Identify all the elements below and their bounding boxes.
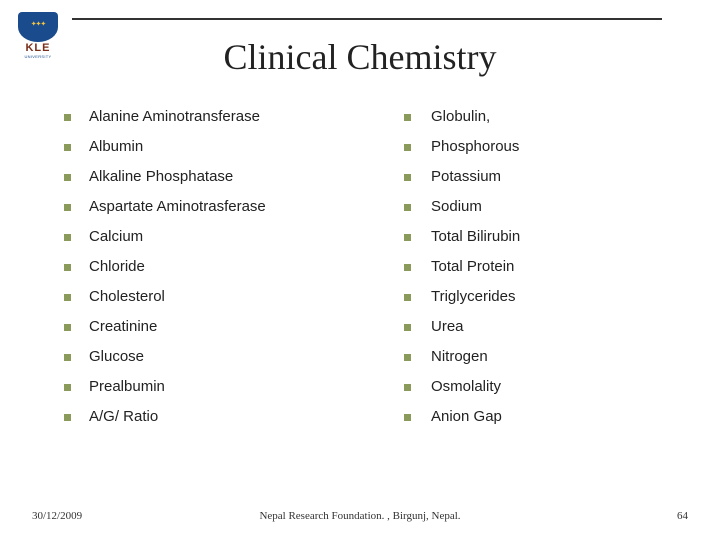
item-text: Albumin: [89, 138, 143, 156]
list-item: Alanine Aminotransferase: [64, 108, 404, 126]
item-text: Urea: [431, 318, 464, 336]
list-item: Cholesterol: [64, 288, 404, 306]
item-text: Phosphorous: [431, 138, 519, 156]
item-text: Potassium: [431, 168, 501, 186]
bullet-icon: [64, 234, 71, 241]
bullet-icon: [64, 264, 71, 271]
item-text: Total Bilirubin: [431, 228, 520, 246]
content-columns: Alanine Aminotransferase Albumin Alkalin…: [64, 108, 664, 438]
item-text: Creatinine: [89, 318, 157, 336]
column-right: Globulin, Phosphorous Potassium Sodium T…: [404, 108, 664, 438]
bullet-icon: [64, 204, 71, 211]
bullet-icon: [404, 234, 411, 241]
list-item: A/G/ Ratio: [64, 408, 404, 426]
bullet-icon: [64, 384, 71, 391]
bullet-icon: [404, 114, 411, 121]
item-text: Aspartate Aminotrasferase: [89, 198, 266, 216]
bullet-icon: [64, 354, 71, 361]
item-text: Cholesterol: [89, 288, 165, 306]
item-text: Alanine Aminotransferase: [89, 108, 260, 126]
list-item: Chloride: [64, 258, 404, 276]
item-text: Anion Gap: [431, 408, 502, 426]
item-text: Globulin,: [431, 108, 490, 126]
bullet-icon: [64, 114, 71, 121]
list-item: Albumin: [64, 138, 404, 156]
bullet-icon: [404, 324, 411, 331]
list-item: Phosphorous: [404, 138, 664, 156]
item-text: A/G/ Ratio: [89, 408, 158, 426]
bullet-icon: [404, 354, 411, 361]
bullet-icon: [404, 414, 411, 421]
bullet-icon: [64, 324, 71, 331]
item-text: Chloride: [89, 258, 145, 276]
item-text: Glucose: [89, 348, 144, 366]
list-item: Osmolality: [404, 378, 664, 396]
list-item: Sodium: [404, 198, 664, 216]
bullet-icon: [404, 264, 411, 271]
item-text: Alkaline Phosphatase: [89, 168, 233, 186]
list-item: Prealbumin: [64, 378, 404, 396]
footer-org: Nepal Research Foundation. , Birgunj, Ne…: [32, 510, 688, 522]
bullet-icon: [64, 294, 71, 301]
list-item: Total Bilirubin: [404, 228, 664, 246]
item-text: Triglycerides: [431, 288, 515, 306]
footer: 30/12/2009 Nepal Research Foundation. , …: [32, 510, 688, 522]
list-item: Nitrogen: [404, 348, 664, 366]
header-rule: [72, 18, 662, 20]
list-item: Alkaline Phosphatase: [64, 168, 404, 186]
list-item: Creatinine: [64, 318, 404, 336]
bullet-icon: [404, 384, 411, 391]
list-item: Aspartate Aminotrasferase: [64, 198, 404, 216]
page-title: Clinical Chemistry: [0, 36, 720, 78]
item-text: Osmolality: [431, 378, 501, 396]
bullet-icon: [404, 204, 411, 211]
item-text: Total Protein: [431, 258, 514, 276]
item-text: Prealbumin: [89, 378, 165, 396]
list-item: Anion Gap: [404, 408, 664, 426]
list-item: Globulin,: [404, 108, 664, 126]
bullet-icon: [64, 144, 71, 151]
bullet-icon: [64, 414, 71, 421]
bullet-icon: [404, 174, 411, 181]
bullet-icon: [64, 174, 71, 181]
list-item: Glucose: [64, 348, 404, 366]
footer-page: 64: [677, 510, 688, 522]
list-item: Total Protein: [404, 258, 664, 276]
list-item: Triglycerides: [404, 288, 664, 306]
footer-date: 30/12/2009: [32, 510, 82, 522]
item-text: Calcium: [89, 228, 143, 246]
bullet-icon: [404, 294, 411, 301]
list-item: Urea: [404, 318, 664, 336]
column-left: Alanine Aminotransferase Albumin Alkalin…: [64, 108, 404, 438]
list-item: Potassium: [404, 168, 664, 186]
list-item: Calcium: [64, 228, 404, 246]
item-text: Sodium: [431, 198, 482, 216]
bullet-icon: [404, 144, 411, 151]
item-text: Nitrogen: [431, 348, 488, 366]
